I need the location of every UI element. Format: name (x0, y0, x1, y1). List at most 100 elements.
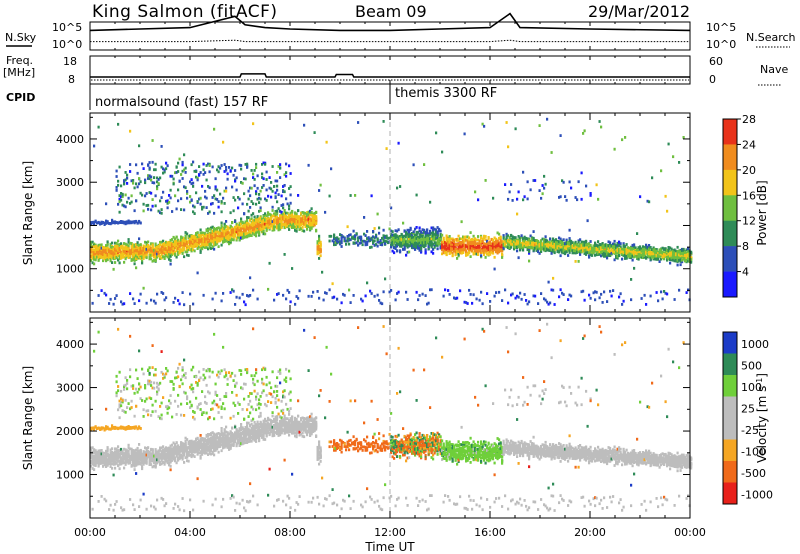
power-cell (442, 240, 445, 243)
power-cell (232, 236, 235, 240)
power-cell (420, 241, 423, 244)
power-cell (154, 242, 157, 246)
power-cell (412, 244, 415, 248)
power-cell (433, 246, 436, 249)
power-cell (142, 246, 145, 250)
power-cell (255, 230, 258, 233)
power-cell (370, 245, 373, 249)
power-cell (265, 228, 268, 232)
power-cell (133, 220, 136, 223)
power-cell (433, 237, 436, 241)
power-cell (157, 254, 160, 258)
power-cell (529, 245, 532, 249)
power-cell (142, 249, 145, 253)
power-cell (103, 291, 106, 295)
power-cell (127, 240, 130, 244)
power-cell (444, 251, 447, 255)
power-cell (481, 122, 484, 126)
power-cell (469, 248, 472, 252)
power-cell (444, 288, 447, 292)
power-cell (207, 232, 210, 236)
power-cell (390, 206, 393, 210)
power-cell (123, 250, 126, 253)
power-cell (202, 233, 205, 237)
power-cell (355, 232, 358, 235)
power-cell (340, 238, 343, 242)
power-cell (213, 127, 216, 131)
power-cell (106, 247, 109, 250)
power-cell (105, 248, 108, 252)
power-cell (202, 231, 205, 235)
power-cell (132, 297, 135, 301)
power-cell (193, 234, 196, 238)
power-cell (532, 236, 535, 240)
power-cell (501, 256, 504, 259)
power-cell (174, 250, 177, 254)
power-cell (192, 235, 195, 239)
power-cell (111, 245, 114, 249)
power-cell (193, 245, 196, 248)
power-cell (322, 298, 325, 302)
power-cell (522, 246, 525, 249)
power-cell (115, 243, 118, 247)
power-cell (504, 183, 507, 186)
power-cell (418, 226, 421, 230)
power-cell (249, 223, 252, 227)
power-cell (316, 290, 319, 293)
power-cell (448, 250, 451, 254)
power-cell (192, 243, 195, 247)
power-cell (460, 242, 463, 246)
power-cell (238, 235, 241, 238)
power-cell (181, 252, 184, 255)
power-cell (121, 302, 124, 306)
power-cell (124, 222, 127, 226)
power-cell (283, 220, 286, 224)
power-cell (288, 218, 291, 221)
power-cell (420, 230, 423, 234)
power-cell (285, 225, 288, 229)
power-cell (549, 246, 552, 250)
power-cell (211, 202, 214, 205)
power-cell (243, 229, 246, 233)
power-cell (120, 250, 123, 254)
power-cell (285, 211, 288, 215)
power-cell (283, 184, 286, 187)
power-cell (289, 201, 292, 205)
power-cell (351, 236, 354, 240)
power-cell (507, 145, 510, 149)
power-cell (265, 188, 268, 192)
power-cell (546, 300, 549, 304)
power-cell (414, 246, 417, 250)
power-cell (483, 245, 486, 249)
power-cell (462, 235, 465, 239)
power-cell (295, 214, 298, 218)
power-cell (510, 183, 513, 186)
power-cell (450, 250, 453, 254)
power-cell (382, 120, 385, 123)
power-cell (292, 216, 295, 220)
power-cell (475, 297, 478, 301)
power-cell (412, 232, 415, 235)
power-cell (288, 164, 291, 168)
power-cell (166, 255, 169, 259)
power-cell (475, 242, 478, 246)
power-cell (280, 222, 283, 226)
power-cell (171, 250, 174, 254)
power-cell (295, 212, 298, 216)
power-cell (387, 237, 390, 240)
power-cell (480, 248, 483, 251)
power-cell (201, 239, 204, 243)
power-cell (153, 176, 156, 179)
power-cell (433, 241, 436, 245)
power-cell (174, 296, 177, 300)
power-cell (532, 179, 535, 182)
power-cell (291, 267, 294, 270)
power-cell (507, 197, 510, 201)
noise-panel-ticks (89, 22, 691, 50)
power-cell (333, 233, 336, 237)
power-cell (522, 243, 525, 247)
power-cell (471, 249, 474, 253)
power-cell (204, 246, 207, 249)
power-cell (334, 238, 337, 242)
power-cell (468, 288, 471, 292)
